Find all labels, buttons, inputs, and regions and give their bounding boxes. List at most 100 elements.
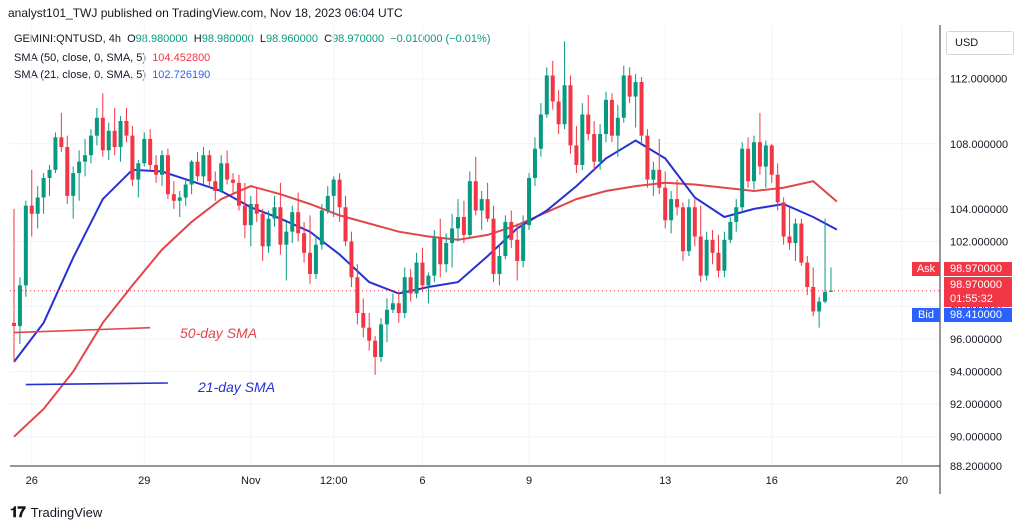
candle-body [746, 148, 751, 182]
last-price-value: 98.970000 [950, 279, 1002, 291]
y-tick-label: 96.000000 [950, 334, 1002, 346]
candle-body [444, 243, 449, 265]
candle-body [556, 101, 561, 125]
candle-body [118, 121, 123, 148]
candle-body [213, 181, 218, 191]
candle-body [231, 179, 236, 183]
candle-body [586, 114, 591, 135]
candle-body [83, 155, 88, 162]
ask-tag-value: 98.970000 [944, 262, 1012, 276]
brand-name: TradingView [30, 505, 103, 520]
y-tick-label: 92.000000 [950, 399, 1002, 411]
candle-body [29, 205, 34, 214]
candle-body [278, 207, 283, 245]
x-tick-label: 9 [526, 475, 532, 487]
candle-body [154, 164, 159, 175]
tradingview-logo-icon: 𝟏𝟕 [10, 504, 26, 521]
candle-body [361, 313, 366, 328]
candle-body [769, 145, 774, 175]
candle-body [12, 322, 16, 327]
candle-body [509, 221, 514, 240]
candle-body [645, 135, 650, 180]
candle-body [183, 184, 188, 198]
candle-body [562, 85, 567, 125]
candle-body [728, 221, 733, 240]
candle-body [236, 182, 241, 206]
candle-body [384, 309, 389, 325]
candle-body [302, 233, 307, 253]
x-tick-label: Nov [241, 475, 261, 487]
candle-body [544, 75, 549, 115]
publisher-line: analyst101_TWJ published on TradingView.… [8, 6, 403, 20]
candle-body [272, 207, 277, 219]
currency-selector[interactable]: USD [946, 31, 1014, 55]
sma50-legend-value: 104.452800 [152, 52, 211, 64]
symbol-label[interactable]: GEMINI:QNTUSD, 4h [14, 33, 121, 45]
candle-body [308, 252, 312, 274]
candle-body [343, 207, 348, 242]
last-price-tag: 98.970000 01:55:32 [944, 277, 1012, 307]
candle-body [621, 75, 626, 118]
candle-body [41, 177, 46, 198]
candle-body [290, 212, 295, 232]
bid-tag-value: 98.410000 [944, 308, 1012, 322]
candle-body [219, 163, 224, 191]
candle-body [604, 99, 608, 135]
sma21-legend-label: SMA (21, close, 0, SMA, 5) [14, 69, 147, 81]
candle-body [59, 137, 64, 148]
candle-body [432, 238, 437, 276]
candle-body [485, 199, 490, 219]
candle-body [716, 252, 721, 271]
candle-body [657, 169, 662, 188]
candle-body [100, 117, 105, 151]
candle-body [189, 161, 194, 185]
candle-body [450, 228, 455, 244]
candle-body [651, 169, 656, 180]
candle-body [53, 137, 58, 170]
ask-tag-label: Ask [912, 262, 940, 276]
y-tick-label: 94.000000 [950, 367, 1002, 379]
candle-body [88, 135, 93, 156]
sma21-annotation: 21-day SMA [197, 379, 275, 395]
sma21-marker-line [25, 382, 168, 386]
candle-body [396, 303, 401, 314]
candle-body [615, 117, 620, 136]
candle-body [355, 277, 360, 314]
candle-body [367, 327, 372, 341]
candle-body [426, 275, 431, 286]
candle-body [136, 163, 141, 180]
footer-brand[interactable]: 𝟏𝟕 TradingView [10, 504, 102, 521]
candle-body [538, 114, 543, 149]
candle-body [201, 155, 206, 177]
candle-body [337, 179, 342, 208]
candle-body [598, 134, 603, 162]
high-label: H [193, 33, 202, 45]
y-tick-label: 104.000000 [950, 204, 1008, 216]
sma21-legend[interactable]: SMA (21, close, 0, SMA, 5) 102.726190 [14, 69, 210, 81]
sma50-marker-line [13, 326, 151, 334]
candle-body [94, 117, 99, 136]
candle-body [331, 179, 336, 196]
sma-annotations: 50-day SMA 21-day SMA [180, 325, 275, 395]
sma50-legend[interactable]: SMA (50, close, 0, SMA, 5) 104.452800 [14, 52, 210, 64]
candle-body [124, 121, 129, 136]
x-tick-label: 16 [766, 475, 778, 487]
candle-body [781, 202, 786, 237]
candle-body [408, 277, 413, 294]
x-tick-label: 20 [896, 475, 908, 487]
candle-body [734, 207, 739, 222]
candle-body [473, 181, 478, 211]
candles [12, 41, 833, 375]
candle-body [402, 277, 407, 314]
candle-body [698, 236, 703, 276]
bar-countdown: 01:55:32 [950, 293, 993, 305]
candle-body [763, 145, 768, 167]
candle-body [627, 75, 632, 97]
candle-body [757, 142, 762, 167]
candle-body [313, 244, 318, 274]
candle-body [692, 207, 697, 237]
candle-body [799, 223, 804, 263]
candle-body [112, 130, 117, 148]
candle-body [752, 142, 756, 182]
